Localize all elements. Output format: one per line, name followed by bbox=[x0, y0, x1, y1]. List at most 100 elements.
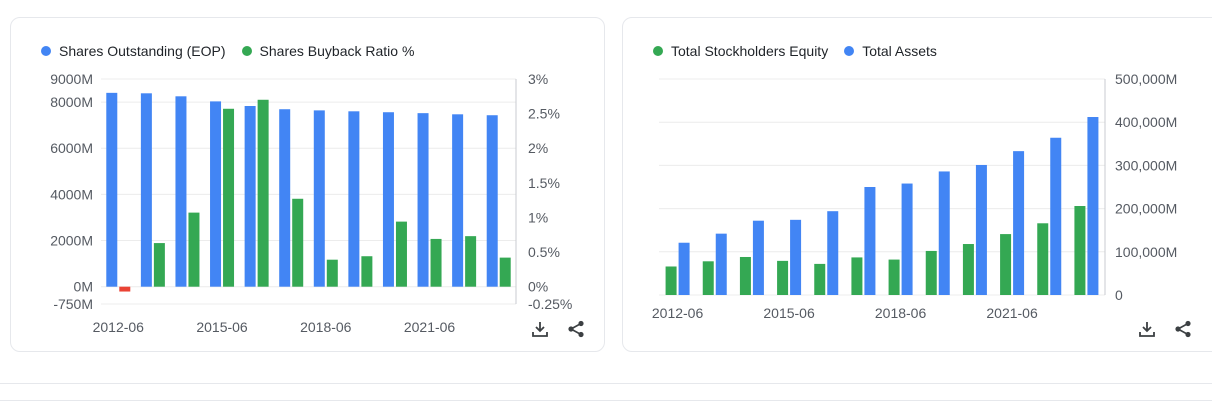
y-right-tick-label: 200,000M bbox=[1115, 201, 1177, 217]
bar-stockholders-equity bbox=[925, 250, 937, 295]
bar-shares-outstanding bbox=[140, 93, 152, 287]
bar-stockholders-equity bbox=[888, 259, 900, 295]
bar-shares-outstanding bbox=[210, 101, 222, 287]
legend-dot-stockholders-equity bbox=[653, 46, 663, 56]
bar-shares-outstanding bbox=[175, 96, 187, 287]
bar-shares-outstanding bbox=[279, 109, 291, 287]
bar-buyback-ratio bbox=[153, 243, 165, 287]
bar-total-assets bbox=[864, 187, 876, 295]
bar-total-assets bbox=[790, 219, 802, 295]
x-tick-label: 2021-06 bbox=[404, 319, 456, 335]
bar-total-assets bbox=[901, 183, 913, 295]
bar-shares-outstanding bbox=[452, 114, 464, 287]
bar-total-assets bbox=[1087, 117, 1099, 296]
shares-chart-tools bbox=[530, 319, 586, 339]
y-left-tick-label: 8000M bbox=[50, 94, 93, 110]
bar-total-assets bbox=[975, 164, 987, 295]
y-right-tick-label: 0% bbox=[528, 279, 548, 295]
y-right-tick-label: 1.5% bbox=[528, 175, 560, 191]
share-icon[interactable] bbox=[1173, 319, 1193, 339]
bar-total-assets bbox=[1050, 137, 1062, 295]
bar-total-assets bbox=[715, 233, 727, 295]
bar-stockholders-equity bbox=[814, 263, 826, 295]
bar-stockholders-equity bbox=[777, 260, 789, 295]
section-divider-bottom bbox=[0, 400, 1212, 401]
legend-item-total-assets[interactable]: Total Assets bbox=[844, 43, 937, 59]
y-right-tick-label: 3% bbox=[528, 71, 548, 87]
bar-buyback-ratio bbox=[188, 212, 200, 287]
y-right-tick-label: 1% bbox=[528, 209, 548, 225]
bar-stockholders-equity bbox=[665, 266, 677, 295]
y-left-tick-label: 2000M bbox=[50, 233, 93, 249]
legend-label-stockholders-equity: Total Stockholders Equity bbox=[671, 43, 829, 59]
legend-dot-buyback-ratio bbox=[241, 46, 252, 56]
equity-assets-chart-legend: Total Stockholders Equity Total Assets bbox=[653, 43, 937, 59]
bar-buyback-ratio bbox=[465, 236, 477, 287]
bar-shares-outstanding bbox=[244, 106, 256, 287]
bar-buyback-ratio bbox=[292, 198, 304, 287]
x-tick-label: 2012-06 bbox=[652, 305, 704, 321]
shares-chart-card: Shares Outstanding (EOP) Shares Buyback … bbox=[10, 17, 605, 352]
bar-stockholders-equity bbox=[851, 257, 863, 295]
shares-chart-plot: 9000M 8000M 6000M 4000M 2000M 0M-750M 3% 2.5% 2%… bbox=[50, 71, 572, 335]
y-right-tick-label: 2% bbox=[528, 140, 548, 156]
y-right-tick-label: 500,000M bbox=[1115, 71, 1177, 87]
bar-shares-outstanding bbox=[348, 111, 360, 287]
download-icon[interactable] bbox=[1137, 319, 1157, 339]
bar-buyback-ratio bbox=[395, 221, 407, 287]
bar-total-assets bbox=[938, 171, 950, 295]
bar-buyback-ratio bbox=[223, 108, 235, 287]
x-tick-label: 2015-06 bbox=[196, 319, 248, 335]
x-tick-label: 2015-06 bbox=[763, 305, 815, 321]
equity-assets-chart-plot: 500,000M 400,000M 300,000M 200,000M 100,000M… bbox=[652, 71, 1177, 321]
bar-total-assets bbox=[827, 211, 839, 295]
bar-buyback-ratio bbox=[430, 238, 442, 287]
bar-shares-outstanding bbox=[382, 112, 394, 287]
bar-stockholders-equity bbox=[702, 261, 714, 295]
y-left-tick-label: 6000M bbox=[50, 140, 93, 156]
equity-assets-chart-card: Total Stockholders Equity Total Assets 5… bbox=[622, 17, 1212, 352]
y-left-tick-label: 0M bbox=[74, 279, 93, 295]
bar-stockholders-equity bbox=[962, 244, 974, 295]
legend-item-buyback-ratio[interactable]: Shares Buyback Ratio % bbox=[241, 43, 415, 59]
share-icon[interactable] bbox=[566, 319, 586, 339]
y-left-tick-label: 4000M bbox=[50, 186, 93, 202]
bar-buyback-ratio bbox=[119, 286, 131, 292]
x-tick-label: 2021-06 bbox=[986, 305, 1038, 321]
bar-buyback-ratio bbox=[326, 259, 338, 287]
bar-total-assets bbox=[678, 242, 690, 295]
y-right-tick-label: 0.5% bbox=[528, 244, 560, 260]
bar-stockholders-equity bbox=[739, 256, 751, 295]
legend-label-shares-outstanding: Shares Outstanding (EOP) bbox=[59, 43, 226, 59]
bar-buyback-ratio bbox=[257, 99, 269, 287]
y-right-tick-label: 0 bbox=[1115, 287, 1123, 303]
x-tick-label: 2018-06 bbox=[300, 319, 352, 335]
legend-label-total-assets: Total Assets bbox=[862, 43, 937, 59]
y-left-tick-label: -750M bbox=[53, 296, 93, 312]
y-right-tick-label: 2.5% bbox=[528, 106, 560, 122]
y-right-tick-label: 400,000M bbox=[1115, 114, 1177, 130]
y-left-tick-label: 9000M bbox=[50, 71, 93, 87]
section-divider bbox=[0, 383, 1212, 384]
bar-buyback-ratio bbox=[361, 256, 373, 287]
equity-assets-chart-tools bbox=[1137, 319, 1193, 339]
x-tick-label: 2012-06 bbox=[93, 319, 145, 335]
bar-stockholders-equity bbox=[1000, 234, 1012, 295]
y-right-tick-label: 300,000M bbox=[1115, 157, 1177, 173]
shares-chart-legend: Shares Outstanding (EOP) Shares Buyback … bbox=[41, 43, 414, 59]
bar-shares-outstanding bbox=[106, 92, 118, 287]
bar-total-assets bbox=[1013, 151, 1025, 295]
y-right-tick-label: -0.25% bbox=[528, 296, 572, 312]
y-right-tick-label: 100,000M bbox=[1115, 244, 1177, 260]
download-icon[interactable] bbox=[530, 319, 550, 339]
bar-shares-outstanding bbox=[313, 110, 325, 287]
legend-dot-shares-outstanding bbox=[41, 46, 51, 56]
legend-item-stockholders-equity[interactable]: Total Stockholders Equity bbox=[653, 43, 828, 59]
bar-shares-outstanding bbox=[486, 115, 498, 287]
legend-label-buyback-ratio: Shares Buyback Ratio % bbox=[259, 43, 415, 59]
bar-stockholders-equity bbox=[1074, 206, 1086, 295]
legend-item-shares-outstanding[interactable]: Shares Outstanding (EOP) bbox=[41, 43, 226, 59]
bar-shares-outstanding bbox=[417, 113, 429, 287]
x-tick-label: 2018-06 bbox=[875, 305, 927, 321]
legend-dot-total-assets bbox=[844, 46, 855, 56]
